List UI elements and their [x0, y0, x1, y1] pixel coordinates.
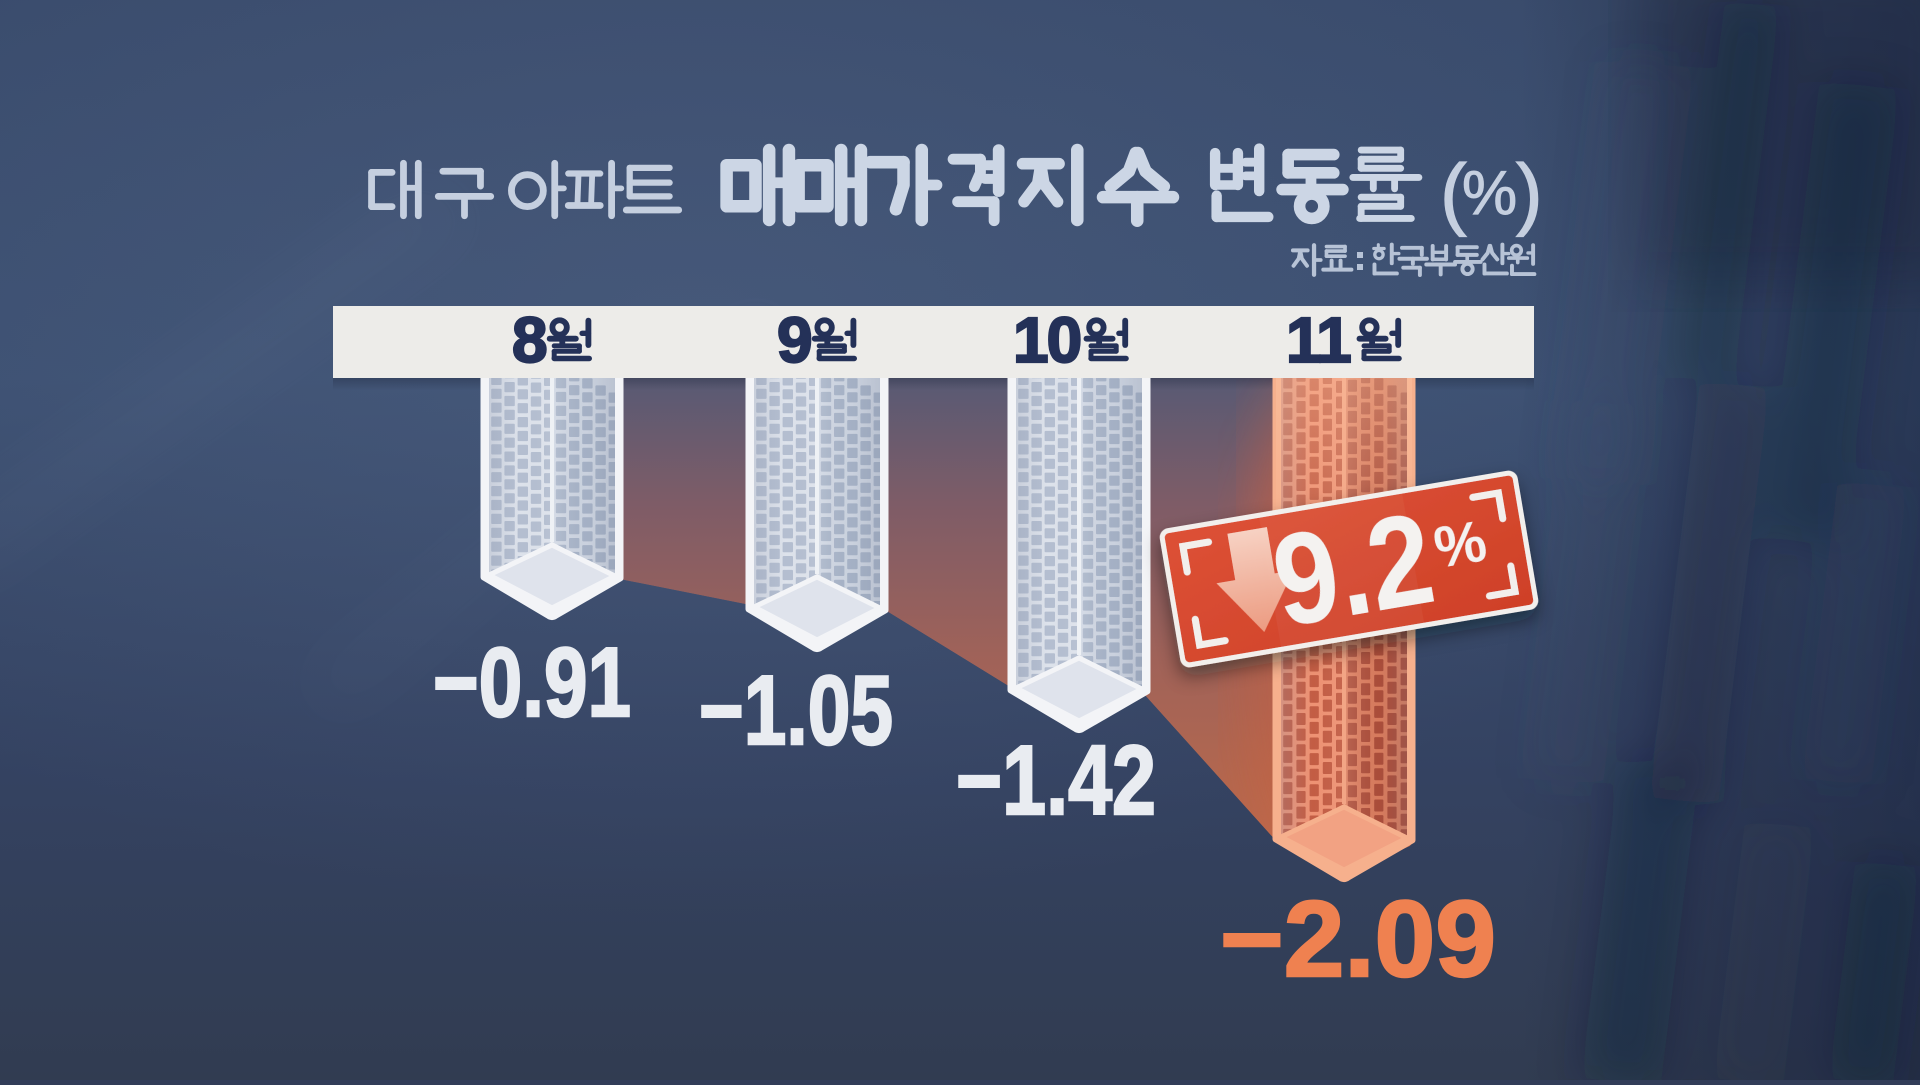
svg-text:−2.09: −2.09	[1220, 878, 1496, 999]
svg-text:%: %	[1429, 508, 1491, 581]
svg-text:−0.91: −0.91	[433, 627, 631, 737]
svg-text:9.2: 9.2	[1263, 484, 1443, 654]
svg-text:): )	[1516, 148, 1543, 237]
svg-text:11: 11	[1286, 304, 1350, 376]
svg-text:%: %	[1462, 159, 1517, 228]
svg-text:−1.42: −1.42	[956, 725, 1156, 835]
svg-text:8: 8	[512, 304, 546, 376]
svg-text:−1.05: −1.05	[699, 655, 893, 765]
svg-text:10: 10	[1013, 304, 1080, 376]
svg-text:(: (	[1440, 148, 1467, 237]
svg-text:9: 9	[777, 304, 811, 376]
